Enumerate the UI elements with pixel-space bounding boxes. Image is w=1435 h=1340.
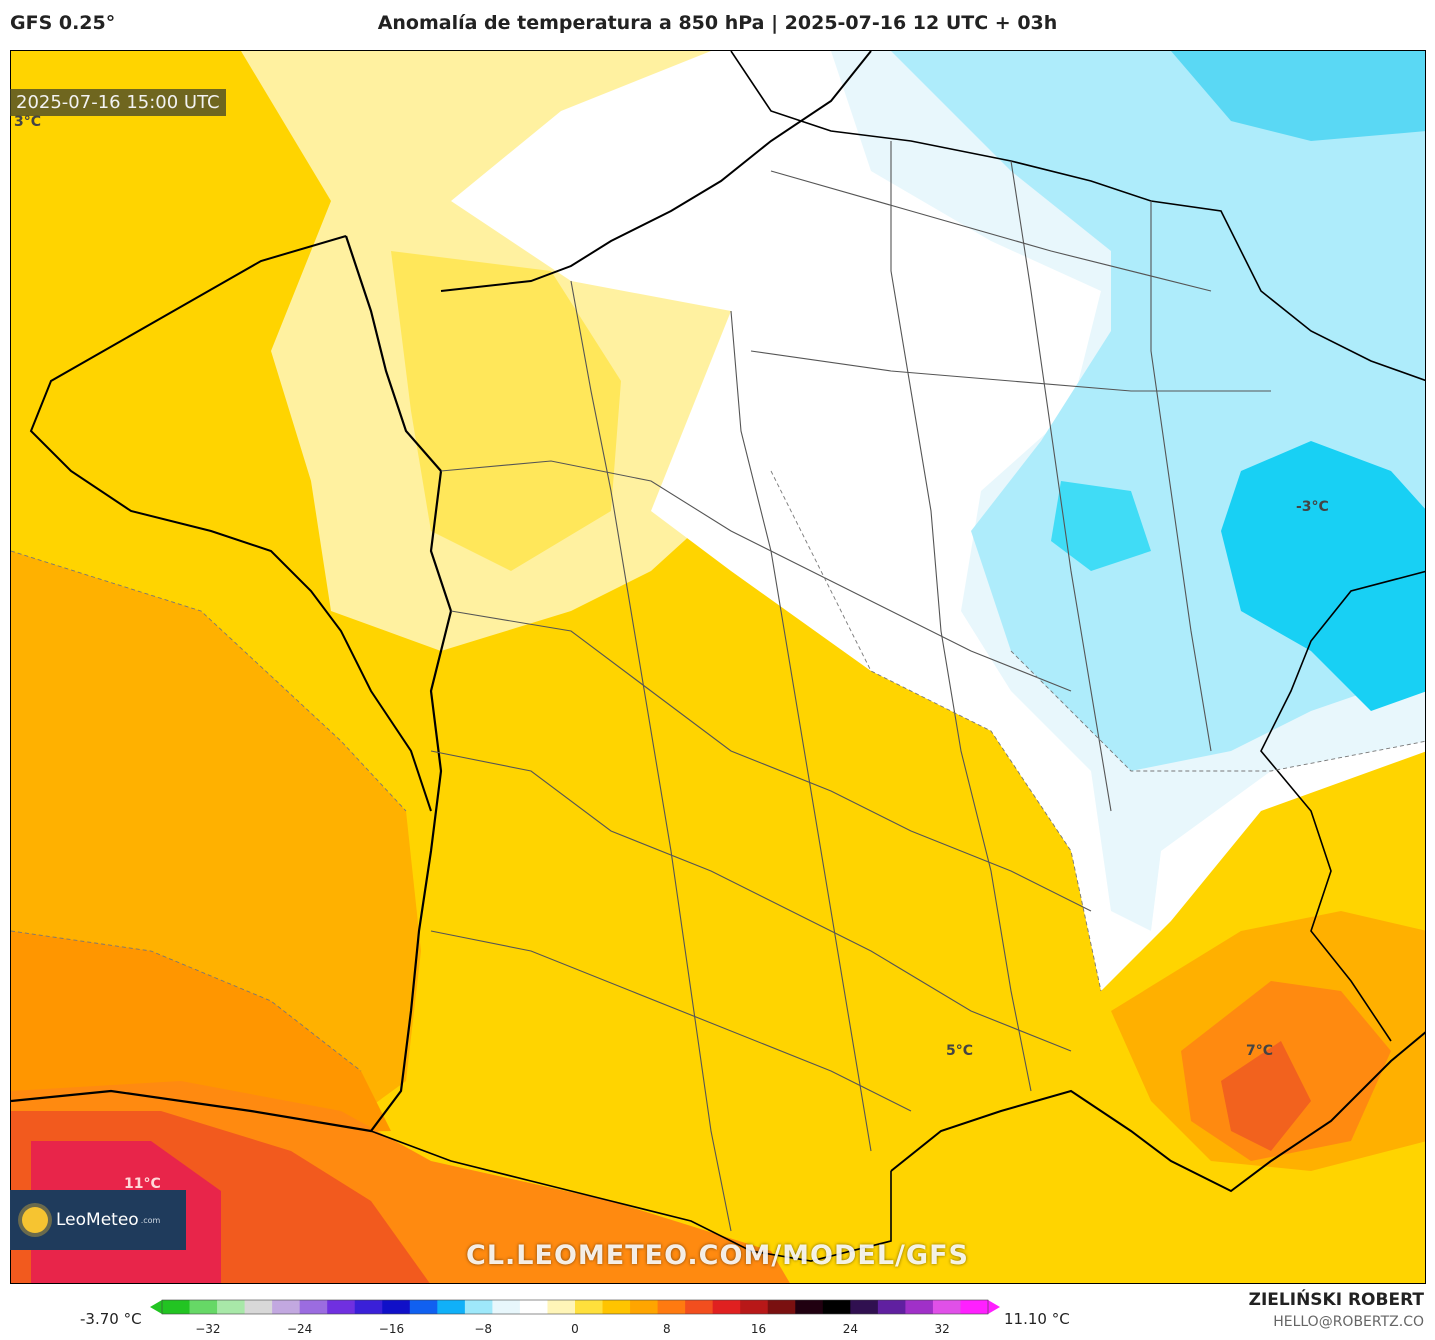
colorbar-segment: [767, 1300, 796, 1314]
colorbar-segment: [189, 1300, 218, 1314]
contour-label: -3°C: [1296, 499, 1329, 515]
coastline-mediterranean: [890, 1031, 1425, 1193]
border-northeast: [730, 51, 1425, 382]
author-name: ZIELIŃSKI ROBERT: [1248, 1290, 1424, 1310]
colorbar-segment: [299, 1300, 328, 1314]
colorbar-tick-label: 8: [662, 1322, 671, 1336]
colorbar-segment: [795, 1300, 824, 1314]
colorbar-segment: [437, 1300, 466, 1314]
temperature-anomaly-map: [11, 51, 1425, 1283]
colorbar-segment: [409, 1300, 438, 1314]
contour-label: 11°C: [124, 1176, 161, 1192]
colorbar-arrow-min: [150, 1300, 162, 1314]
colorbar-segment: [519, 1300, 549, 1314]
source-watermark: CL.LEOMETEO.COM/MODEL/GFS: [466, 1240, 969, 1271]
colorbar-tick-label: 24: [842, 1322, 858, 1336]
regional-boundaries: [430, 141, 1271, 1232]
colorbar-segment: [630, 1300, 659, 1314]
contour-label: 7°C: [1246, 1043, 1274, 1059]
contour-label: 3°C: [14, 114, 42, 130]
anomaly-field-cold-north: [1171, 51, 1425, 141]
colorbar-segment: [712, 1300, 741, 1314]
contour-lines: [11, 470, 1425, 1072]
border-east: [1260, 570, 1425, 1042]
colorbar-segment: [354, 1300, 383, 1314]
colorbar-tick-label: 16: [750, 1322, 767, 1336]
anomaly-field-cold-core-center: [1051, 481, 1151, 571]
map-panel[interactable]: [10, 50, 1426, 1284]
colorbar-segment: [740, 1300, 769, 1314]
colorbar-segment: [960, 1300, 989, 1314]
anomaly-field-yellow-center-north: [391, 251, 621, 571]
colorbar-segment: [685, 1300, 714, 1314]
colorbar-segment: [850, 1300, 879, 1314]
author-email: HELLO@ROBERTZ.CO: [1273, 1314, 1424, 1330]
colorbar-segment: [932, 1300, 962, 1314]
coastline-atlantic: [11, 235, 453, 1133]
colorbar-tick-label: −16: [378, 1322, 405, 1336]
chart-title: Anomalía de temperatura a 850 hPa | 2025…: [377, 12, 1058, 34]
colorbar-segment: [905, 1300, 934, 1314]
colorbar-segment: [382, 1300, 411, 1314]
colorbar-segment: [327, 1300, 356, 1314]
colorbar-segment: [244, 1300, 273, 1314]
colorbar-segment: [877, 1300, 906, 1314]
model-label: GFS 0.25°: [10, 12, 116, 34]
colorbar-tick-label: −24: [286, 1322, 313, 1336]
colorbar-segment: [492, 1300, 521, 1314]
colorbar-tick-label: 0: [571, 1322, 579, 1336]
colorbar-segment: [657, 1300, 686, 1314]
colorbar-segment: [217, 1300, 246, 1314]
colorbar-segment: [602, 1300, 631, 1314]
logo-name: LeoMeteo: [56, 1210, 139, 1230]
colorbar-segment: [547, 1300, 576, 1314]
colorbar-segment: [272, 1300, 301, 1314]
coastline-channel: [440, 51, 872, 292]
colorbar-max-label: 11.10 °C: [1004, 1310, 1070, 1328]
colorbar-segment: [822, 1300, 851, 1314]
colorbar-tick-label: −8: [474, 1322, 493, 1336]
colorbar: [150, 1299, 1000, 1315]
coastline-brittany: [29, 235, 432, 812]
valid-time-label: 2025-07-16 15:00 UTC: [10, 89, 226, 116]
contour-label: 5°C: [946, 1043, 974, 1059]
logo-domain: .com: [140, 1215, 161, 1225]
colorbar-arrow-max: [988, 1300, 1000, 1314]
leometeo-logo[interactable]: LeoMeteo .com: [10, 1190, 186, 1250]
colorbar-tick-label: −32: [195, 1322, 221, 1336]
colorbar-min-label: -3.70 °C: [80, 1310, 142, 1328]
sun-icon: [22, 1207, 48, 1233]
colorbar-segment: [575, 1300, 604, 1314]
colorbar-frame: [161, 1299, 989, 1315]
colorbar-tick-label: 32: [934, 1322, 950, 1336]
border-pyrenees: [370, 1130, 892, 1262]
anomaly-field-hotter-southeast: [1221, 1041, 1311, 1151]
colorbar-segment: [162, 1300, 191, 1314]
anomaly-field-cold-core-east: [1221, 441, 1425, 711]
colorbar-segment: [464, 1300, 493, 1314]
